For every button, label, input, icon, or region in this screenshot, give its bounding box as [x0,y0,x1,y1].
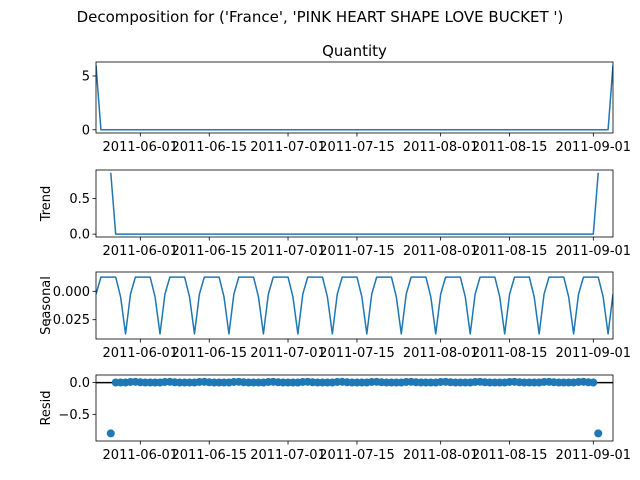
y-tick-label: 0.0 [69,376,90,391]
x-tick-label: 2011-06-15 [171,140,247,155]
y-tick-label: 0.000 [53,285,90,300]
x-tick-label: 2011-07-01 [250,448,326,463]
series-line [110,172,599,235]
y-axis-label: Trend [39,186,54,223]
x-tick-label: 2011-09-01 [556,346,632,361]
resid-outlier-point [594,429,603,438]
x-tick-label: 2011-08-15 [472,448,548,463]
axes-frame [95,271,614,340]
y-axis-label: Resid [39,390,54,425]
x-tick-label: 2011-06-01 [103,346,179,361]
y-tick-label: −0.5 [58,408,90,423]
axes-frame [95,169,614,238]
x-tick-label: 2011-08-01 [403,448,479,463]
x-tick-label: 2011-09-01 [556,140,632,155]
figure-suptitle: Decomposition for ('France', 'PINK HEART… [77,8,564,26]
x-tick-label: 2011-08-01 [403,244,479,259]
series-line [96,276,613,335]
panel-title: Quantity [322,42,387,60]
axes-frame [95,61,614,134]
x-tick-label: 2011-06-15 [171,244,247,259]
x-tick-label: 2011-06-01 [103,448,179,463]
y-tick-label: 0 [82,123,90,138]
x-tick-label: 2011-08-15 [472,140,548,155]
x-tick-label: 2011-06-15 [171,346,247,361]
resid-outlier-point [106,429,115,438]
x-tick-label: 2011-07-15 [319,244,395,259]
x-tick-label: 2011-09-01 [556,448,632,463]
x-tick-label: 2011-07-01 [250,244,326,259]
x-tick-label: 2011-07-01 [250,346,326,361]
plot-area [96,276,613,335]
x-tick-label: 2011-07-15 [319,140,395,155]
x-tick-label: 2011-08-15 [472,346,548,361]
x-tick-label: 2011-07-15 [319,448,395,463]
y-tick-label: 0.0 [69,228,90,243]
x-tick-label: 2011-09-01 [556,244,632,259]
series-line [96,65,613,131]
x-tick-label: 2011-07-15 [319,346,395,361]
x-tick-label: 2011-06-01 [103,244,179,259]
x-tick-label: 2011-06-15 [171,448,247,463]
y-tick-label: 5 [82,69,90,84]
x-tick-label: 2011-08-15 [472,244,548,259]
y-axis-label: Seasonal [39,276,54,335]
y-tick-label: 0.5 [69,192,90,207]
x-tick-label: 2011-08-01 [403,140,479,155]
y-tick-label: −0.025 [42,313,90,328]
x-tick-label: 2011-06-01 [103,140,179,155]
x-tick-label: 2011-08-01 [403,346,479,361]
plot-area [96,377,613,438]
resid-point [589,378,598,387]
plot-area [110,172,599,235]
plot-area [96,65,613,131]
axes-frame [95,374,614,442]
x-tick-label: 2011-07-01 [250,140,326,155]
